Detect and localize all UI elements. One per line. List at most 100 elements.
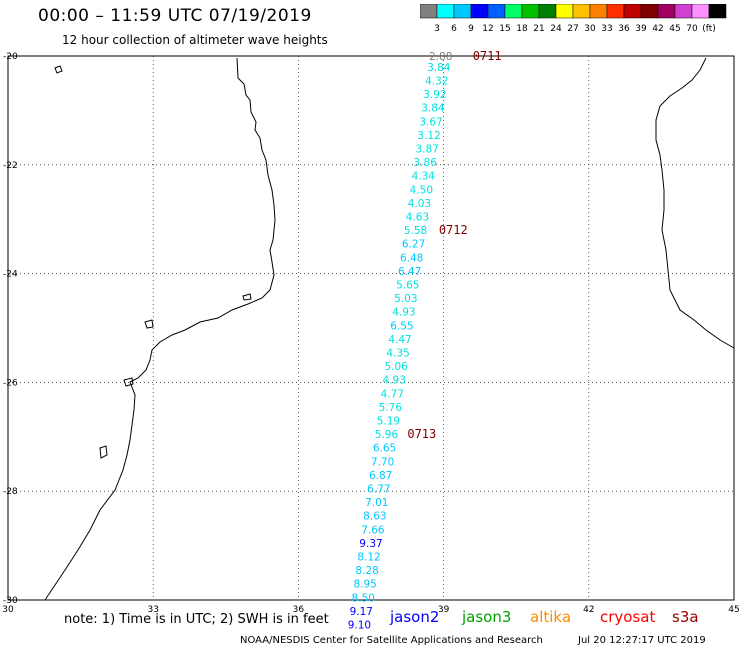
scale-label: 6 [451,24,457,34]
legend-s3a: s3a [672,608,699,626]
scale-label: 42 [652,24,663,34]
lon-tick-label: 33 [147,605,158,615]
lon-tick-label: 36 [293,605,305,615]
island-b [144,319,154,329]
scale-label: 36 [618,24,630,34]
wave-height-value: 6.47 [398,266,421,278]
time-tags: 0711 0712 0713 [407,49,501,441]
scale-label: 21 [533,24,544,34]
lon-tick-label: 45 [728,605,739,615]
wave-height-value: 6.27 [402,239,425,251]
lon-tick-label: 30 [2,605,14,615]
madagascar-coastline [655,57,735,349]
wave-height-value: 3.87 [415,143,438,155]
wave-height-value: 7.70 [371,456,394,468]
lat-tick-label: -24 [3,270,18,280]
scale-label: 18 [516,24,528,34]
wave-height-value: 4.93 [392,307,415,319]
wave-height-value: 6.48 [400,252,423,264]
lat-tick-label: -28 [3,487,18,497]
wave-height-value: 3.92 [423,89,446,101]
wave-height-value: 8.12 [357,551,380,563]
lat-tick-label: -30 [3,596,18,606]
wave-height-value: 3.84 [427,62,451,74]
wave-height-value: 3.86 [414,157,438,169]
legend-altika: altika [530,608,572,626]
island-c [99,445,108,459]
island-d [242,293,252,301]
scale-label: 30 [584,24,596,34]
footer-credit: NOAA/NESDIS Center for Satellite Applica… [240,635,543,646]
lat-tick-label: -20 [3,52,18,62]
island-a [54,65,63,74]
wave-height-value: 5.03 [394,293,417,305]
wave-height-value: 4.32 [425,75,448,87]
time-tag: 0712 [439,223,468,237]
island-e [123,377,134,387]
wave-height-value: 7.01 [365,497,388,509]
satellite-track: 2.883.844.323.923.843.673.123.873.864.34… [348,51,453,631]
wave-height-value: 8.28 [355,565,378,577]
scale-label: 9 [468,24,474,34]
lat-tick-label: -22 [3,161,18,171]
wave-height-value: 4.77 [381,388,404,400]
wave-height-value: 4.34 [412,171,436,183]
wave-height-value: 8.63 [363,511,386,523]
wave-height-color-scale: 3 6 9 12 15 18 21 24 27 30 33 36 39 42 45 70 (ft) [420,4,727,34]
wave-height-value: 4.93 [383,375,406,387]
lon-tick-label: 42 [583,605,594,615]
lat-tick-label: -26 [3,378,18,388]
scale-label: 39 [635,24,647,34]
map-subtitle: 12 hour collection of altimeter wave hei… [62,33,328,47]
wave-height-value: 8.95 [353,579,376,591]
scale-label: 27 [567,24,578,34]
scale-label: 33 [601,24,612,34]
scale-label: 70 [686,24,698,34]
wave-height-value: 5.06 [384,361,408,373]
coastlines [44,57,735,601]
wave-height-value: 6.55 [390,320,413,332]
scale-label: 3 [434,24,440,34]
scale-label: 12 [482,24,493,34]
wave-height-value: 5.65 [396,279,419,291]
wave-height-value: 6.65 [373,443,396,455]
wave-height-value: 5.96 [375,429,399,441]
footer-date: Jul 20 12:27:17 UTC 2019 [578,635,706,646]
lon-tick-label: 39 [438,605,450,615]
scale-label: 15 [499,24,510,34]
africa-coastline [44,57,276,601]
wave-height-value: 3.84 [421,103,445,115]
scale-label: (ft) [702,24,716,34]
time-tag: 0711 [473,49,502,63]
wave-height-value: 4.63 [406,211,429,223]
wave-height-value: 9.17 [350,606,373,618]
legend-cryosat: cryosat [600,608,656,626]
wave-height-value: 4.35 [386,347,409,359]
wave-height-value: 8.50 [352,592,375,604]
footer-note: note: 1) Time is in UTC; 2) SWH is in fe… [64,612,329,627]
wave-height-value: 5.58 [404,225,427,237]
wave-height-value: 4.50 [410,184,433,196]
scale-label: 45 [669,24,680,34]
legend-jason2: jason2 [390,608,440,626]
wave-height-value: 6.87 [369,470,392,482]
time-tag: 0713 [407,427,436,441]
wave-height-value: 4.47 [388,334,411,346]
scale-swatch [708,4,727,19]
scale-label: 24 [550,24,562,34]
grid-lines [7,55,735,601]
wave-height-value: 5.76 [379,402,403,414]
wave-height-value: 9.37 [359,538,382,550]
wave-height-value: 9.10 [348,619,371,631]
wave-height-value: 4.03 [408,198,431,210]
map-title: 00:00 – 11:59 UTC 07/19/2019 [38,6,312,26]
wave-height-value: 6.77 [367,483,390,495]
wave-height-value: 3.67 [419,116,442,128]
wave-height-value: 2.88 [429,51,452,63]
legend-jason3: jason3 [462,608,512,626]
wave-height-value: 3.12 [417,130,440,142]
wave-height-value: 7.66 [361,524,385,536]
wave-height-value: 5.19 [377,415,400,427]
